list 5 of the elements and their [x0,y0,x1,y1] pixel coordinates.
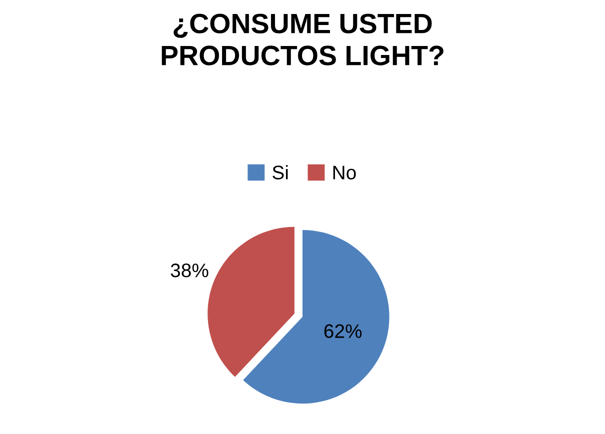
data-label: 38% [170,264,208,278]
chart-title: ¿CONSUME USTED PRODUCTOS LIGHT? [162,14,444,66]
legend-label: No [333,166,356,180]
data-label: 62% [324,324,362,338]
legend-label: Si [272,165,288,180]
